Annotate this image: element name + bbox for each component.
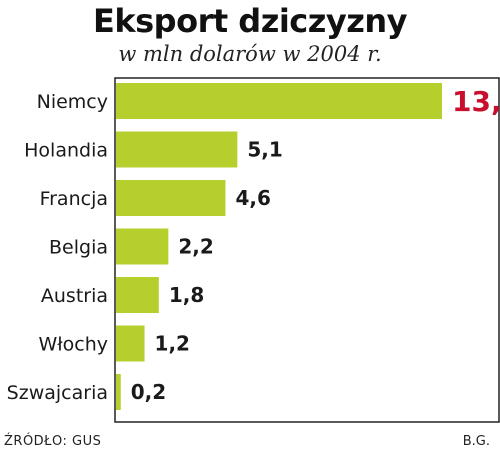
bar (116, 374, 121, 410)
bar (116, 131, 238, 168)
category-label: Belgia (49, 237, 108, 259)
category-label: Szwajcaria (7, 382, 108, 404)
plot-frame (114, 77, 500, 423)
value-label: 1,2 (155, 332, 190, 356)
source-note: ŹRÓDŁO: GUS (4, 434, 102, 449)
value-label: 5,1 (247, 138, 282, 162)
value-label: 2,2 (178, 235, 213, 259)
bar (116, 83, 442, 119)
author-credit: B.G. (462, 434, 490, 449)
value-label: 1,8 (169, 283, 204, 307)
value-label: 4,6 (235, 186, 270, 210)
chart-subtitle: w mln dolarów w 2004 r. (118, 42, 382, 66)
bar (116, 180, 226, 216)
category-label: Włochy (38, 334, 108, 356)
category-label: Austria (41, 285, 108, 307)
chart-title: Eksport dziczyzny (92, 2, 408, 40)
category-label: Niemcy (37, 91, 108, 113)
value-label: 13,7 (452, 85, 500, 118)
bar (116, 228, 169, 265)
value-label: 0,2 (131, 380, 166, 404)
category-label: Francja (40, 188, 108, 210)
bar (116, 277, 159, 313)
category-label: Holandia (24, 140, 108, 162)
bar (116, 325, 145, 362)
